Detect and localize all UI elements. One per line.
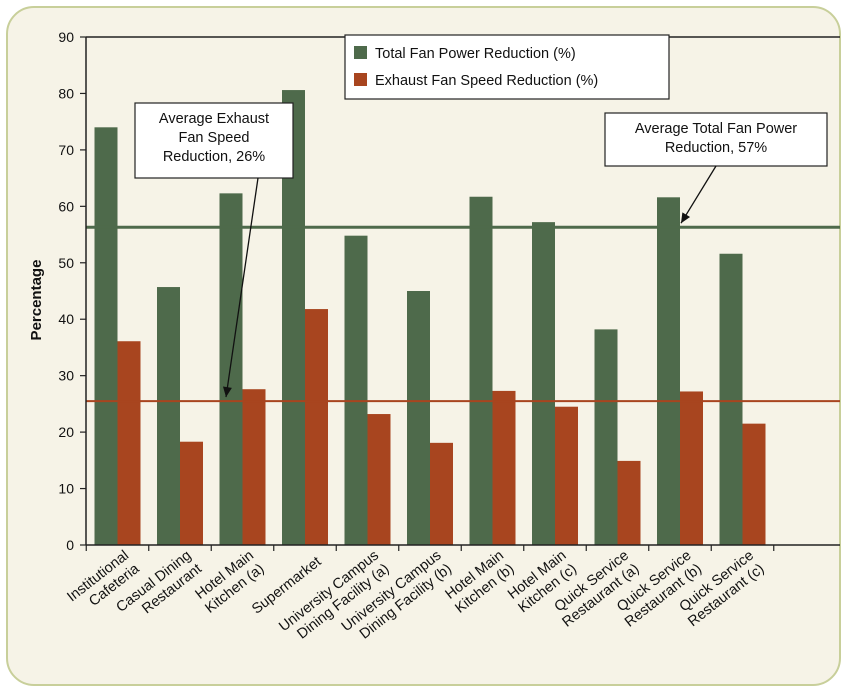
- y-tick-label: 70: [58, 142, 74, 158]
- annotation-arrow-head: [681, 212, 691, 224]
- bar-exhaust-fan-speed-9: [617, 460, 641, 545]
- bars-layer: [94, 90, 766, 546]
- legend-label: Exhaust Fan Speed Reduction (%): [375, 73, 598, 89]
- bar-total-fan-power-2: [157, 287, 180, 545]
- annotation-box: [134, 102, 294, 179]
- bar-exhaust-fan-speed-3: [242, 389, 266, 545]
- bar-total-fan-power-4: [282, 90, 305, 546]
- annotation-arrow-head: [222, 386, 232, 398]
- y-tick-label: 50: [58, 255, 74, 271]
- annotation-arrow-line: [225, 177, 259, 398]
- y-tick-label: 30: [58, 368, 74, 384]
- bar-total-fan-power-5: [344, 235, 368, 545]
- annotation-text: Average Total Fan Power Reduction, 57%: [635, 121, 797, 156]
- bar-total-fan-power-7: [469, 196, 493, 545]
- y-axis-label: Percentage: [28, 260, 45, 341]
- annotations-layer: Average Exhaust Fan Speed Reduction, 26% Av…: [134, 102, 828, 398]
- y-tick-label: 0: [66, 537, 74, 553]
- bar-total-fan-power-11: [719, 253, 743, 545]
- legend-label: Total Fan Power Reduction (%): [375, 46, 576, 62]
- bar-total-fan-power-6: [407, 291, 430, 545]
- bar-exhaust-fan-speed-6: [430, 442, 453, 545]
- bar-total-fan-power-3: [219, 193, 243, 545]
- bar-total-fan-power-10: [657, 197, 680, 545]
- bar-exhaust-fan-speed-1: [117, 341, 141, 545]
- bar-total-fan-power-8: [532, 222, 555, 546]
- annotation-arrow-line: [680, 165, 717, 224]
- reference-lines-layer: [86, 225, 840, 403]
- bar-exhaust-fan-speed-5: [367, 414, 391, 545]
- bar-exhaust-fan-speed-10: [680, 391, 703, 545]
- y-tick-label: 80: [58, 85, 74, 101]
- x-tick-label: Hotel MainKitchen (b): [442, 548, 518, 617]
- bar-exhaust-fan-speed-8: [555, 406, 578, 545]
- bar-total-fan-power-1: [94, 127, 118, 546]
- bar-exhaust-fan-speed-7: [492, 390, 516, 545]
- legend-box: [344, 34, 670, 100]
- bar-exhaust-fan-speed-11: [742, 423, 766, 545]
- y-tick-label: 40: [58, 311, 74, 327]
- bar-exhaust-fan-speed-2: [180, 441, 203, 545]
- y-tick-label: 60: [58, 198, 74, 214]
- bar-total-fan-power-9: [594, 329, 618, 545]
- annotation-box: [604, 112, 828, 167]
- legend-swatch: [354, 46, 367, 59]
- annotation-text: Average Exhaust Fan Speed Reduction, 26%: [159, 111, 269, 165]
- y-tick-label: 90: [58, 29, 74, 45]
- legend-swatch: [354, 73, 367, 86]
- y-tick-label: 10: [58, 481, 74, 497]
- legend: Total Fan Power Reduction (%) Exhaust Fan…: [344, 34, 670, 100]
- y-tick-label: 20: [58, 424, 74, 440]
- bar-exhaust-fan-speed-4: [305, 309, 328, 545]
